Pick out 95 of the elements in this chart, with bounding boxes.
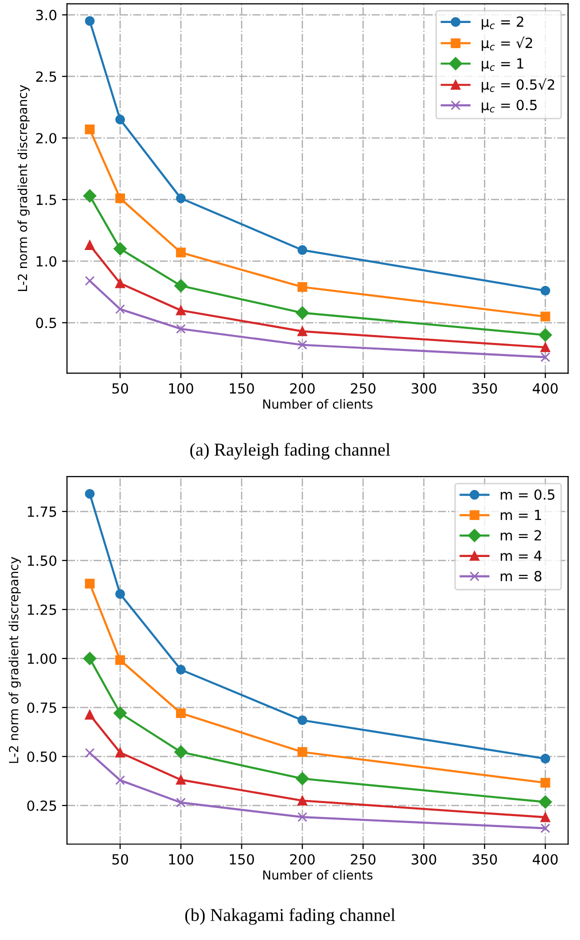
point	[540, 778, 550, 788]
x-tick-label: 200	[290, 383, 315, 394]
point	[298, 715, 308, 726]
y-tick-label: 3.0	[36, 10, 56, 20]
point	[84, 488, 95, 499]
text: (b) Nakagami fading channel	[185, 908, 396, 925]
x-tick-label: 350	[472, 854, 497, 865]
y-tick-label: 2.5	[36, 71, 56, 82]
point	[115, 193, 125, 204]
point	[176, 248, 186, 258]
point	[115, 304, 125, 314]
x-tick-label: 50	[112, 383, 128, 394]
point	[540, 286, 550, 296]
point	[298, 796, 308, 806]
legend-label: μ$_{c}$ = 0.5	[482, 100, 537, 113]
legend-label: m = 1	[500, 510, 542, 520]
x-tick-label: 400	[532, 854, 558, 865]
x-tick-label: 150	[230, 383, 254, 394]
point	[540, 312, 550, 322]
y-tick-label: 0.75	[27, 702, 56, 713]
point	[176, 708, 186, 718]
text: (a) Rayleigh fading channel	[190, 442, 390, 460]
x-tick-label: 100	[169, 383, 194, 394]
point	[174, 745, 188, 759]
point	[115, 114, 125, 124]
y-tick-label: 1.00	[28, 653, 56, 664]
point	[115, 655, 125, 665]
point	[84, 578, 95, 588]
point	[540, 754, 550, 764]
x-tick-label: 250	[350, 854, 376, 865]
point	[176, 664, 186, 675]
x-tick-label: 350	[472, 383, 497, 394]
x-tick-label: 50	[112, 854, 128, 865]
point	[114, 242, 127, 256]
point	[298, 326, 308, 336]
point	[84, 124, 95, 134]
legend-label: m = 0.5	[500, 489, 554, 500]
point	[176, 324, 186, 334]
point	[84, 276, 95, 286]
y-tick-label: 2.0	[36, 132, 56, 144]
point	[115, 775, 125, 786]
y-axis-title: L-2 norm of gradient discrepancy	[18, 85, 30, 292]
y-tick-label: 1.5	[36, 194, 56, 206]
y-tick-label: 1.0	[36, 256, 56, 267]
point	[298, 282, 308, 292]
point	[115, 278, 125, 288]
point	[538, 795, 552, 809]
legend-label: m = 8	[500, 570, 542, 582]
legend-label: m = 2	[500, 530, 541, 540]
x-axis-title: Number of clients	[263, 870, 372, 880]
x-tick-label: 150	[230, 854, 254, 865]
x-tick-label: 100	[169, 854, 194, 865]
x-tick-label: 200	[290, 854, 315, 865]
legend-label: μ$_{c}$ = √2	[482, 36, 532, 51]
point	[83, 652, 96, 666]
point	[115, 748, 125, 758]
point	[298, 340, 308, 350]
point	[83, 189, 96, 202]
y-tick-label: 0.25	[27, 800, 56, 811]
point	[176, 193, 186, 204]
y-axis-title: L-2 norm of gradient discrepancy	[8, 556, 21, 763]
point	[176, 774, 186, 785]
point	[176, 798, 186, 808]
point	[176, 306, 186, 316]
point	[84, 240, 95, 250]
point	[540, 823, 550, 834]
point	[84, 16, 95, 26]
point	[540, 342, 550, 352]
y-tick-label: 0.50	[27, 751, 56, 762]
legend-label: m = 4	[500, 550, 542, 561]
y-tick-label: 1.50	[28, 555, 56, 566]
point	[84, 748, 95, 758]
point	[114, 706, 127, 720]
point	[538, 328, 552, 342]
legend-label: μ$_{c}$ = 2	[482, 16, 524, 30]
point	[540, 352, 550, 362]
point	[540, 812, 550, 822]
y-tick-label: 1.75	[28, 506, 56, 517]
point	[115, 589, 125, 599]
x-axis-title: Number of clients	[263, 399, 372, 409]
x-tick-label: 250	[350, 383, 376, 394]
x-tick-label: 300	[412, 383, 436, 394]
point	[298, 812, 308, 822]
y-tick-label: 1.25	[28, 604, 56, 615]
legend-label: μ$_{c}$ = 0.5√2	[482, 78, 554, 92]
y-tick-label: 0.5	[36, 318, 56, 328]
x-tick-label: 300	[412, 854, 436, 865]
x-tick-label: 400	[532, 383, 558, 394]
point	[298, 747, 308, 757]
point	[298, 245, 308, 255]
legend-label: μ$_{c}$ = 1	[482, 58, 524, 72]
point	[296, 772, 309, 786]
point	[84, 710, 95, 720]
point	[174, 279, 188, 292]
point	[296, 306, 309, 320]
